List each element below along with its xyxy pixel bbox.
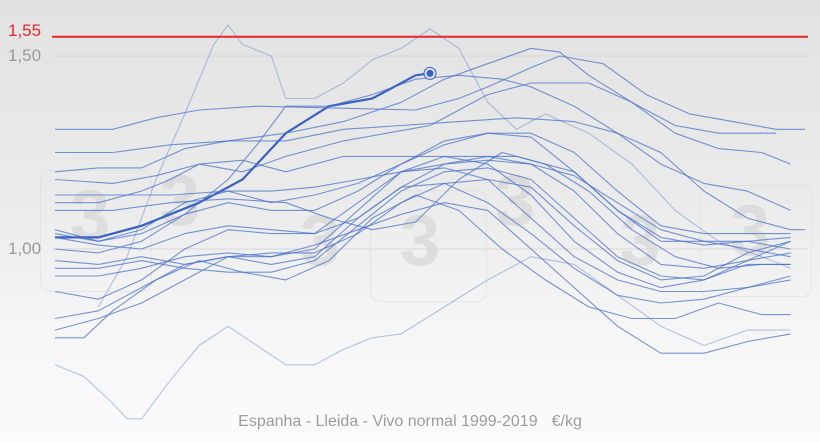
series-line-s20 <box>97 24 791 308</box>
highlight-dot[interactable] <box>426 69 434 77</box>
series-line-s5 <box>55 117 805 231</box>
series-line-s19 <box>54 256 791 420</box>
y-tick-label: 1,50 <box>8 46 42 65</box>
caption-title: Espanha - Lleida - Vivo normal 1999-2019 <box>238 413 538 430</box>
reference-line-label: 1,55 <box>8 21 42 40</box>
watermark-glyph: 3 <box>620 201 661 281</box>
series-line-s17 <box>55 194 791 339</box>
highlight-marker[interactable] <box>423 66 437 80</box>
series-line-s15 <box>54 167 791 300</box>
caption-unit: €/kg <box>551 413 582 430</box>
series-line-s1 <box>55 55 805 130</box>
series-line-s16 <box>54 182 791 320</box>
y-tick-label: 1,00 <box>8 239 42 258</box>
watermark-glyph: 3 <box>70 176 111 256</box>
series-line-s6 <box>55 155 791 258</box>
series-lines <box>54 24 805 420</box>
chart-caption: Espanha - Lleida - Vivo normal 1999-2019… <box>0 413 820 431</box>
series-line-s10 <box>55 151 791 269</box>
series-line-s12 <box>55 167 791 281</box>
series-line-s4 <box>54 82 791 184</box>
series-line-s3 <box>54 47 777 173</box>
series-line-s8 <box>54 132 791 254</box>
series-line-s11 <box>54 155 791 269</box>
watermark-box <box>40 170 152 292</box>
gridlines <box>52 55 808 250</box>
watermark-glyph: 3 <box>400 201 441 281</box>
series-line-s14 <box>55 155 791 289</box>
series-line-s18 <box>54 202 791 354</box>
series-line-s13 <box>54 178 791 281</box>
series-line-s7 <box>54 132 791 242</box>
